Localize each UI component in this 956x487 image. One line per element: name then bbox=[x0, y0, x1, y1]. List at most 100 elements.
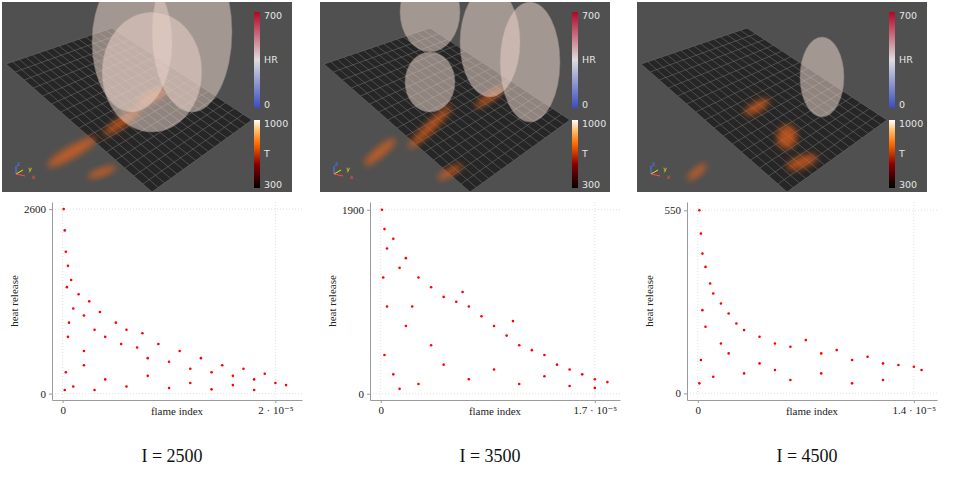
point bbox=[543, 354, 546, 357]
point bbox=[518, 383, 521, 386]
grid-line bbox=[380, 202, 381, 400]
plane-grid-line bbox=[778, 114, 878, 184]
plane-grid-line bbox=[769, 109, 870, 177]
view-axis-line bbox=[651, 166, 652, 174]
point bbox=[392, 237, 395, 240]
x-axis-line bbox=[688, 400, 938, 401]
point bbox=[141, 332, 144, 335]
point bbox=[820, 352, 823, 355]
panel-caption: I = 4500 bbox=[776, 446, 837, 466]
colorbar-tick-label: 0 bbox=[264, 99, 270, 110]
plane-grid-line bbox=[470, 120, 570, 192]
x-tick-label: 0 bbox=[60, 404, 66, 416]
point bbox=[789, 345, 792, 348]
colorbar: 0700HR bbox=[889, 10, 917, 110]
point bbox=[709, 282, 712, 285]
x-tick-mark bbox=[381, 400, 382, 403]
panel: zyx0700HR3001000T01.4 · 10⁻⁵0550flame in… bbox=[637, 2, 938, 466]
plot: 01.4 · 10⁻⁵0550flame indexheat release bbox=[643, 202, 938, 417]
point bbox=[88, 300, 91, 303]
colorbar-tick-label: 300 bbox=[582, 179, 600, 190]
grid-line bbox=[370, 209, 620, 210]
x-axis-line bbox=[371, 400, 621, 401]
colorbar-gradient bbox=[254, 12, 260, 108]
ground-plane bbox=[641, 28, 887, 192]
y-tick: 1900 bbox=[342, 204, 370, 216]
point bbox=[493, 368, 496, 371]
grid-line bbox=[594, 202, 595, 400]
point bbox=[72, 307, 75, 310]
x-tick-label: 1.7 · 10⁻⁵ bbox=[574, 404, 618, 416]
view-axis-label: y bbox=[663, 165, 667, 173]
x-tick-label: 0 bbox=[378, 404, 384, 416]
render-view: zyx0700HR3001000T bbox=[2, 0, 292, 192]
flame-surface bbox=[102, 12, 202, 132]
view-axis-line bbox=[16, 170, 23, 174]
colorbar-tick-label: 1000 bbox=[582, 118, 606, 129]
point bbox=[62, 208, 65, 211]
grid-line bbox=[275, 202, 276, 400]
grid-line bbox=[687, 210, 937, 211]
point bbox=[125, 328, 128, 331]
point bbox=[442, 363, 445, 366]
point bbox=[789, 379, 792, 382]
point bbox=[120, 343, 123, 346]
point bbox=[125, 385, 128, 388]
grid-line bbox=[913, 202, 914, 400]
point bbox=[63, 229, 66, 232]
view-axis-line bbox=[334, 170, 341, 174]
colorbar-label: T bbox=[263, 148, 270, 159]
colorbar-gradient bbox=[889, 120, 895, 188]
point bbox=[93, 328, 96, 331]
point bbox=[698, 382, 701, 385]
flame-surface bbox=[800, 37, 844, 117]
point bbox=[512, 320, 515, 323]
point bbox=[882, 362, 885, 365]
grid-line bbox=[370, 393, 620, 394]
point bbox=[430, 344, 433, 347]
panel-caption: I = 3500 bbox=[459, 446, 520, 466]
view-axis-line bbox=[651, 170, 658, 174]
point bbox=[68, 321, 71, 324]
colorbar-label: T bbox=[898, 148, 905, 159]
point bbox=[146, 375, 149, 378]
render-view: zyx0700HR3001000T bbox=[320, 0, 610, 192]
point bbox=[455, 300, 458, 303]
view-axis-line bbox=[334, 166, 335, 174]
point bbox=[774, 342, 777, 345]
point bbox=[405, 257, 408, 260]
point bbox=[594, 378, 597, 381]
point bbox=[65, 371, 68, 374]
view-axes: zyx bbox=[16, 160, 35, 180]
point bbox=[518, 344, 521, 347]
y-axis-line bbox=[370, 203, 371, 401]
x-axis-title: flame index bbox=[469, 405, 522, 417]
point bbox=[774, 369, 777, 372]
point bbox=[543, 375, 546, 378]
x-tick: 0 bbox=[696, 400, 702, 416]
view-axes: zyx bbox=[651, 160, 670, 180]
point bbox=[383, 354, 386, 357]
point bbox=[417, 276, 420, 279]
point bbox=[93, 389, 96, 392]
grid-line bbox=[687, 393, 937, 394]
colorbar-label: HR bbox=[582, 54, 596, 65]
point bbox=[835, 349, 838, 352]
grid bbox=[370, 202, 620, 400]
colorbar-label: HR bbox=[264, 54, 278, 65]
point bbox=[468, 378, 471, 381]
point bbox=[720, 342, 723, 345]
point bbox=[866, 355, 869, 358]
flame-glow bbox=[785, 151, 819, 173]
flame-glow bbox=[436, 162, 464, 183]
point bbox=[480, 315, 483, 318]
grid-line bbox=[52, 393, 302, 394]
point bbox=[232, 375, 235, 378]
point bbox=[83, 364, 86, 367]
view-axis-label: y bbox=[28, 165, 32, 173]
colorbar-tick-label: 0 bbox=[582, 99, 588, 110]
panel: zyx0700HR3001000T02 · 10⁻⁵02600flame ind… bbox=[2, 0, 303, 466]
points bbox=[381, 208, 609, 390]
point bbox=[727, 312, 730, 315]
point bbox=[386, 247, 389, 250]
